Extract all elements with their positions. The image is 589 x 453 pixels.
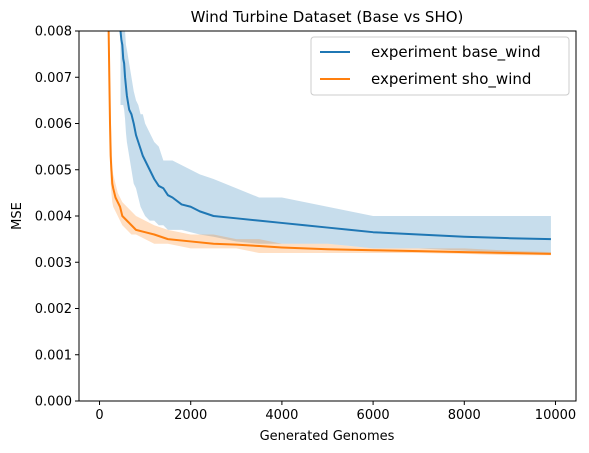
plot-area bbox=[78, 30, 577, 402]
y-tick-label: 0.001 bbox=[35, 348, 72, 363]
x-tick-label: 6000 bbox=[357, 408, 390, 423]
confidence-bands bbox=[108, 31, 551, 256]
series-lines bbox=[107, 30, 551, 255]
x-tick-label: 8000 bbox=[448, 408, 481, 423]
y-tick-label: 0.002 bbox=[35, 302, 72, 317]
legend-box bbox=[310, 36, 570, 96]
y-axis: 0.000 0.001 0.002 0.003 0.004 0.005 0.006 0.007… bbox=[35, 25, 79, 410]
series-line-1 bbox=[107, 30, 551, 255]
x-tick-label: 0 bbox=[95, 408, 103, 423]
chart-title: Wind Turbine Dataset (Base vs SHO) bbox=[191, 8, 464, 26]
confidence-band-1 bbox=[108, 31, 551, 256]
y-tick-label: 0.007 bbox=[35, 71, 72, 86]
x-axis: 0 2000 4000 6000 8000 10000 bbox=[95, 401, 576, 423]
legend-label-sho-wind: experiment sho_wind bbox=[371, 70, 531, 89]
y-axis-label: MSE bbox=[10, 202, 25, 230]
series-line-0 bbox=[119, 30, 551, 241]
confidence-band-0 bbox=[120, 31, 551, 253]
legend-label-base-wind: experiment base_wind bbox=[371, 43, 541, 62]
y-tick-label: 0.004 bbox=[35, 210, 72, 225]
y-tick-label: 0.003 bbox=[35, 256, 72, 271]
x-tick-label: 2000 bbox=[174, 408, 207, 423]
x-axis-label: Generated Genomes bbox=[260, 429, 395, 444]
x-tick-label: 4000 bbox=[265, 408, 298, 423]
x-tick-label: 10000 bbox=[535, 408, 576, 423]
legend: experiment base_wind experiment sho_wind bbox=[310, 36, 570, 96]
y-tick-label: 0.006 bbox=[35, 117, 72, 132]
y-tick-label: 0.008 bbox=[35, 25, 72, 40]
y-tick-label: 0.000 bbox=[35, 395, 72, 410]
y-tick-label: 0.005 bbox=[35, 163, 72, 178]
